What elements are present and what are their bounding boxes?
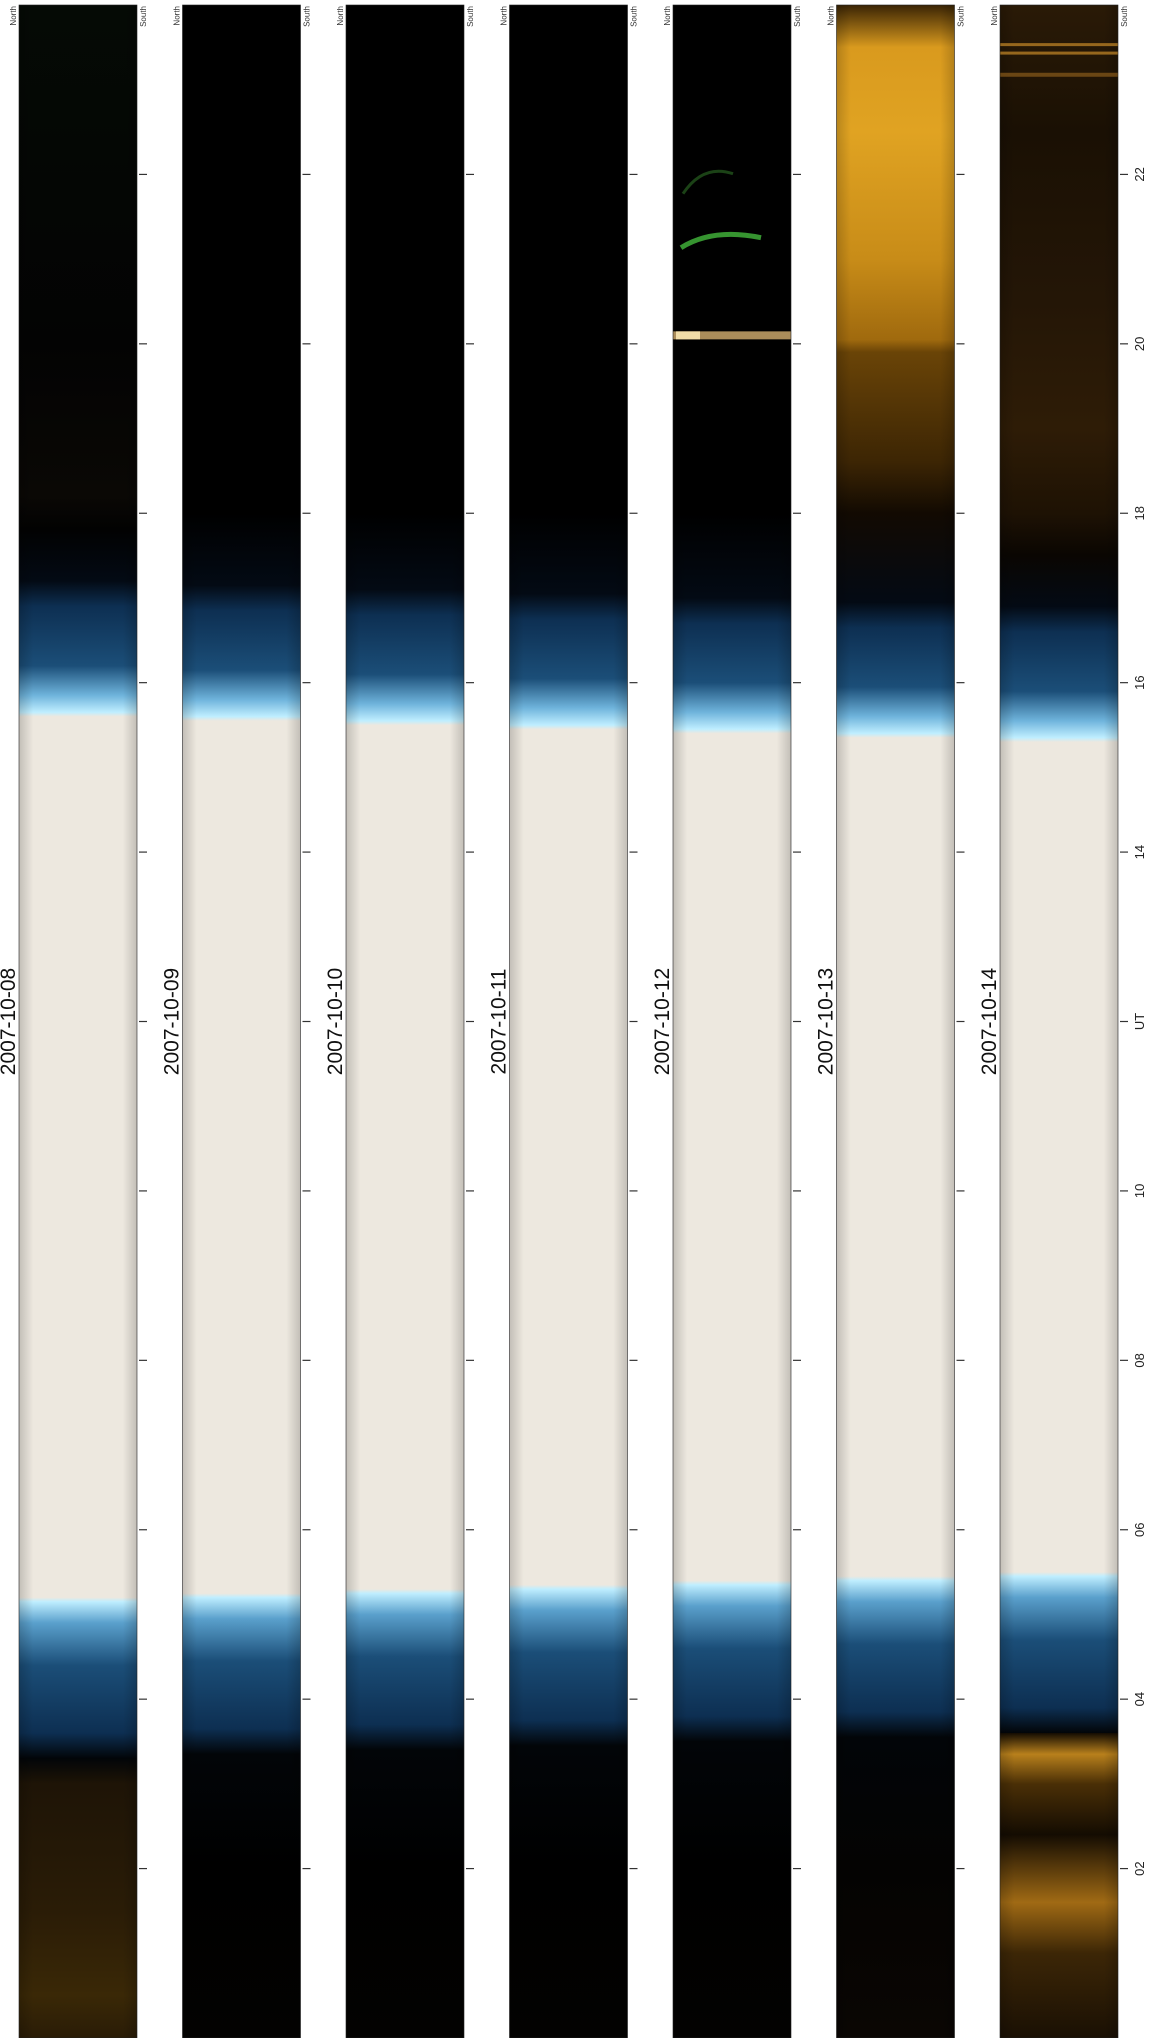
north-label: North — [9, 6, 18, 26]
keogram-panel-2007-10-14 — [999, 4, 1119, 2038]
ut-tick-label: 08 — [1132, 1353, 1147, 1367]
ut-tick-label: 02 — [1132, 1861, 1147, 1875]
keogram-panel-2007-10-11 — [509, 4, 628, 2038]
north-label: North — [663, 6, 672, 26]
panel-date-label: 2007-10-11 — [488, 969, 511, 1075]
strip-edge-shading — [346, 5, 464, 2038]
keogram-labels: 2007-10-08 North South 2007-10-09 North South… — [0, 6, 1129, 1075]
orange-aurora-streak — [1000, 72, 1118, 77]
panel-date-label: 2007-10-09 — [161, 968, 184, 1075]
keogram-panel-2007-10-08 — [18, 4, 138, 2038]
south-label: South — [957, 6, 966, 27]
orange-aurora-streak — [1000, 43, 1118, 47]
strip-edge-shading — [182, 5, 301, 2038]
south-label: South — [139, 6, 148, 27]
south-label: South — [466, 6, 475, 27]
ut-axis: 02 04 06 08 10 UT 14 16 18 20 22 — [139, 167, 1147, 1876]
ut-tick-label: 14 — [1132, 845, 1147, 859]
bright-flash-segment — [676, 331, 700, 340]
ut-tick-label: 04 — [1132, 1692, 1147, 1706]
keogram-panel-2007-10-12 — [672, 4, 792, 2038]
strip-border — [672, 4, 792, 2038]
south-label: South — [793, 6, 802, 27]
south-label: South — [1120, 6, 1129, 27]
ut-tick-label: 22 — [1132, 167, 1147, 181]
green-aurora-band — [681, 169, 734, 195]
ut-tick-label: 10 — [1132, 1184, 1147, 1198]
strip-border — [345, 4, 465, 2038]
ut-tick-label: 18 — [1132, 506, 1147, 520]
strip-border — [18, 4, 138, 2038]
bright-flash-line — [673, 331, 791, 340]
panel-date-label: 2007-10-10 — [324, 968, 347, 1075]
strip-edge-shading — [509, 5, 628, 2038]
panel-date-label: 2007-10-12 — [651, 968, 674, 1075]
keogram-panel-2007-10-10 — [345, 4, 465, 2038]
keogram-panels — [18, 4, 1119, 2038]
strip-edge-shading — [19, 5, 137, 2038]
south-label: South — [630, 6, 639, 27]
panel-date-label: 2007-10-14 — [978, 967, 1001, 1075]
strip-border — [999, 4, 1119, 2038]
strip-edge-shading — [1000, 5, 1118, 2038]
ut-tick-label: 16 — [1132, 675, 1147, 689]
keogram-panel-2007-10-09 — [182, 4, 301, 2038]
ut-tick-label: 06 — [1132, 1523, 1147, 1537]
ut-tick-label: UT — [1132, 1013, 1147, 1030]
strip-border — [836, 4, 955, 2038]
green-aurora-arc — [679, 231, 762, 250]
strip-edge-shading — [673, 5, 791, 2038]
north-label: North — [173, 6, 182, 26]
strip-border — [509, 4, 628, 2038]
keogram-panel-2007-10-13 — [836, 4, 955, 2038]
strip-edge-shading — [836, 5, 955, 2038]
orange-aurora-streak — [1000, 51, 1118, 55]
panel-date-label: 2007-10-08 — [0, 968, 20, 1075]
ut-tick-label: 20 — [1132, 337, 1147, 351]
strip-border — [182, 4, 301, 2038]
north-label: North — [336, 6, 345, 26]
north-label: North — [827, 6, 836, 26]
south-label: South — [303, 6, 312, 27]
panel-date-label: 2007-10-13 — [815, 968, 838, 1075]
north-label: North — [990, 6, 999, 26]
north-label: North — [500, 6, 509, 26]
